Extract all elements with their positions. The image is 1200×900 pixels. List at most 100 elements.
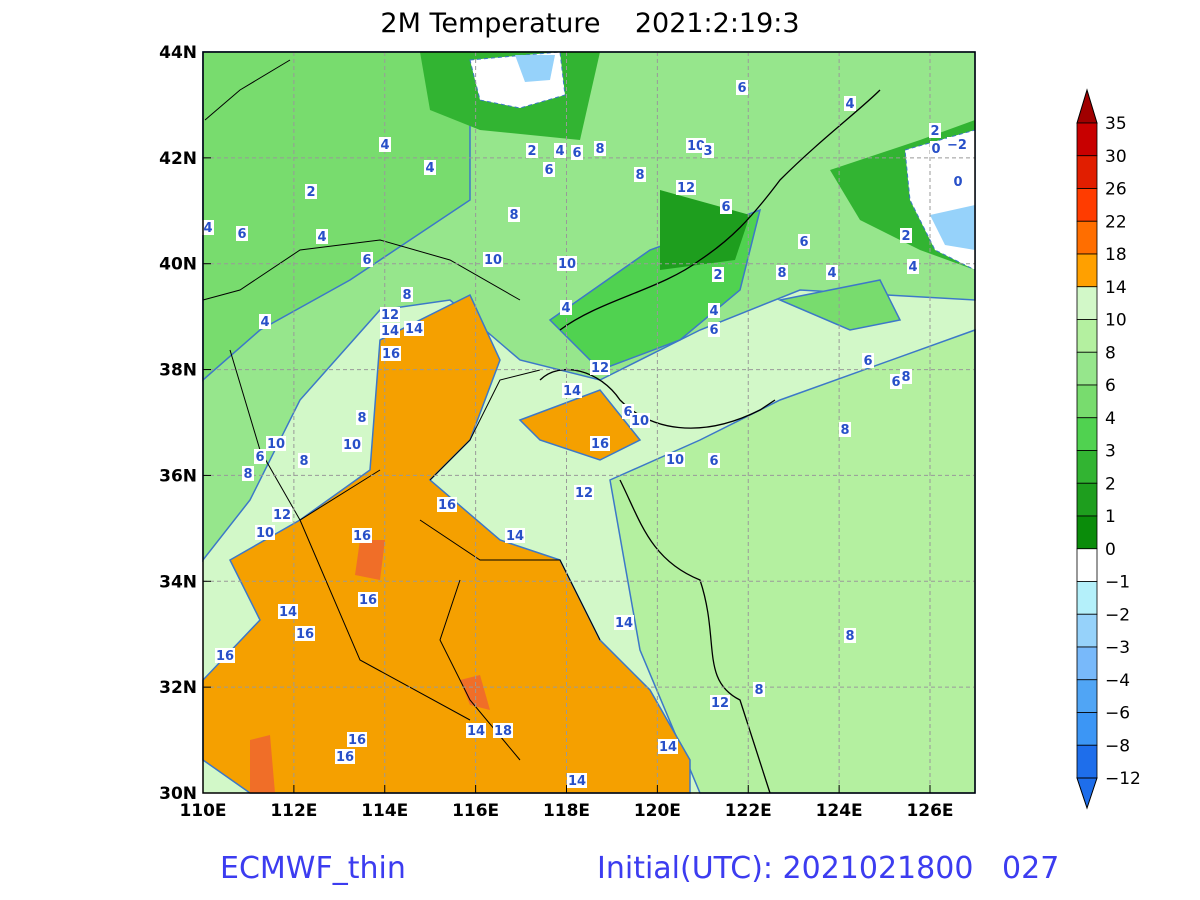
contour-label-bg — [380, 307, 400, 322]
contour-label-bg — [826, 265, 838, 280]
colorbar-label: 30 — [1105, 147, 1127, 167]
contour-label-bg — [554, 143, 566, 158]
x-tick-label: 120E — [634, 801, 681, 821]
contour-label: 3 — [703, 144, 712, 159]
contour-label-bg — [676, 180, 696, 195]
contour-label-bg — [900, 228, 912, 243]
contour-label: 8 — [777, 266, 786, 281]
contour-label: 14 — [405, 322, 423, 337]
contour-label: 10 — [631, 414, 649, 429]
colorbar-label: 4 — [1105, 409, 1116, 429]
contour-label: 12 — [591, 361, 609, 376]
contour-label-bg — [437, 497, 457, 512]
colorbar-label: 26 — [1105, 180, 1127, 200]
colorbar-segment — [1076, 744, 1098, 779]
contour-label: 8 — [845, 629, 854, 644]
contour-label-bg — [862, 353, 874, 368]
region-minus-2 — [930, 205, 975, 250]
contour-label: 4 — [561, 301, 570, 316]
colorbar-segment — [1076, 351, 1098, 386]
contour-label: 12 — [381, 308, 399, 323]
colorbar-segment — [1076, 515, 1098, 550]
contour-label-bg — [543, 162, 555, 177]
y-tick-label: 34N — [159, 572, 197, 592]
contour-label: 14 — [506, 529, 524, 544]
contour-label: 8 — [754, 683, 763, 698]
contour-label: 8 — [299, 454, 308, 469]
contour-label-bg — [380, 323, 400, 338]
contour-label-bg — [361, 252, 373, 267]
contour-label: 4 — [827, 266, 836, 281]
contour-label: 6 — [709, 323, 718, 338]
contour-label: 16 — [216, 649, 234, 664]
contour-label-bg — [342, 437, 362, 452]
contour-label-bg — [907, 259, 919, 274]
contour-label: 6 — [863, 354, 872, 369]
contour-label: 4 — [203, 221, 212, 236]
colorbar-segment — [1076, 613, 1098, 648]
colorbar-segment — [1076, 220, 1098, 255]
colorbar-label: −3 — [1105, 638, 1130, 658]
region-4-6 — [777, 279, 902, 331]
contour-label: 4 — [317, 230, 326, 245]
contour-label-bg — [900, 369, 912, 384]
contour-label-bg — [358, 592, 378, 607]
contour-label: 14 — [381, 324, 399, 339]
y-tick-label: 32N — [159, 678, 197, 698]
contour-label: 2 — [306, 185, 315, 200]
contour-label-bg — [708, 303, 720, 318]
contour-label-bg — [594, 141, 606, 156]
colorbar-label: 2 — [1105, 474, 1116, 494]
contour-label-bg — [708, 322, 720, 337]
colorbar-segment — [1076, 581, 1098, 615]
contour-label-bg — [202, 220, 214, 235]
contour-label: 6 — [572, 146, 581, 161]
contour-label: 10 — [687, 139, 705, 154]
contour-label-bg — [710, 695, 730, 710]
colorbar-label: 3 — [1105, 442, 1116, 462]
colorbar-segment — [1076, 679, 1098, 713]
contour-label-bg — [890, 374, 902, 389]
contour-label: 6 — [255, 450, 264, 465]
contour-label-bg — [658, 739, 678, 754]
contour-label-bg — [424, 160, 436, 175]
region-18-22 — [355, 540, 385, 580]
contour-label: 4 — [555, 144, 564, 159]
contour-label-bg — [839, 422, 851, 437]
contour-label-bg — [526, 143, 538, 158]
contour-label-bg — [381, 346, 401, 361]
colorbar-label: −2 — [1105, 605, 1130, 625]
y-tick-label: 30N — [159, 784, 197, 804]
contour-label: 14 — [659, 740, 677, 755]
contour-label: 8 — [635, 168, 644, 183]
contour-label: 16 — [348, 733, 366, 748]
contour-label-bg — [686, 138, 706, 153]
colorbar-segment — [1076, 450, 1098, 484]
contour-label: 4 — [260, 315, 269, 330]
x-tick-label: 116E — [452, 801, 499, 821]
colorbar-segment — [1076, 712, 1098, 746]
contour-label: 18 — [494, 724, 512, 739]
contour-label: 8 — [243, 467, 252, 482]
contour-label: 16 — [359, 593, 377, 608]
contour-label: 4 — [709, 304, 718, 319]
contour-label-bg — [508, 207, 520, 222]
contour-label-bg — [720, 199, 732, 214]
contour-label: 8 — [595, 142, 604, 157]
contour-label-bg — [590, 360, 610, 375]
colorbar-segment — [1076, 384, 1098, 419]
contour-label-bg — [255, 525, 275, 540]
contour-label-bg — [493, 723, 513, 738]
colorbar-label: 0 — [1105, 540, 1116, 560]
contour-label: 10 — [267, 437, 285, 452]
contour-label: 6 — [544, 163, 553, 178]
colorbar-segment — [1076, 155, 1098, 189]
colorbar-label: 35 — [1105, 114, 1127, 134]
contour-label: 0 — [931, 142, 940, 157]
region-18-22 — [250, 735, 275, 793]
contour-label-bg — [708, 453, 720, 468]
colorbar-segment — [1076, 253, 1098, 288]
y-tick-label: 44N — [159, 43, 197, 63]
contour-label: 10 — [558, 257, 576, 272]
